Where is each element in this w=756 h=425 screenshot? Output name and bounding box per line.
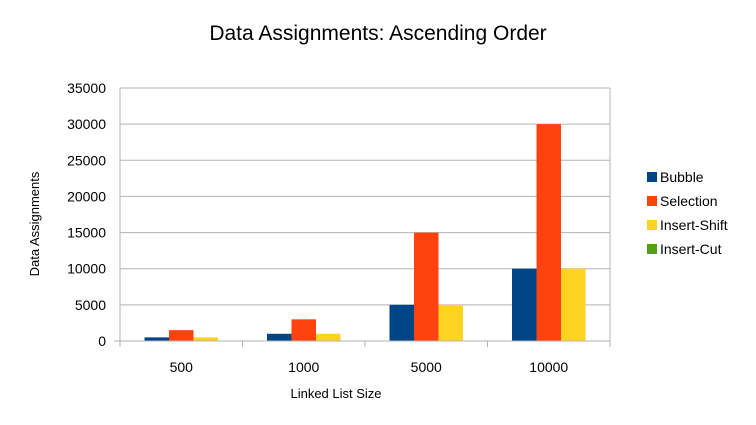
y-tick-label: 0: [98, 333, 106, 349]
legend-swatch-insert-shift: [647, 220, 657, 230]
x-axis-label: Linked List Size: [290, 386, 381, 401]
y-tick-label: 25000: [67, 152, 106, 168]
bar-selection-5000: [414, 232, 439, 341]
y-tick-label: 30000: [67, 116, 106, 132]
y-tick-label: 5000: [75, 297, 106, 313]
gridlines: [120, 87, 610, 306]
y-tick-label: 10000: [67, 261, 106, 277]
legend: Bubble Selection Insert-Shift Insert-Cut: [647, 169, 728, 257]
legend-label-insert-shift: Insert-Shift: [660, 217, 728, 233]
y-axis-label: Data Assignments: [27, 171, 42, 276]
x-tick-label: 1000: [288, 359, 319, 375]
legend-label-selection: Selection: [660, 193, 718, 209]
legend-label-insert-cut: Insert-Cut: [660, 241, 722, 257]
x-tick-label: 10000: [529, 359, 568, 375]
axes: 0 5000 10000 15000 20000 25000 30000 35000 500 10…: [67, 80, 611, 375]
bar-bubble-500: [144, 337, 169, 341]
legend-swatch-selection: [647, 196, 657, 206]
bar-insert-shift-1000: [316, 333, 341, 341]
bar-selection-1000: [291, 319, 316, 341]
bar-insert-shift-10000: [561, 268, 586, 341]
legend-swatch-bubble: [647, 172, 657, 182]
legend-swatch-insert-cut: [647, 244, 657, 254]
y-tick-label: 35000: [67, 80, 106, 96]
y-tick-label: 20000: [67, 188, 106, 204]
bars: [144, 124, 586, 342]
bar-bubble-1000: [267, 333, 292, 341]
legend-label-bubble: Bubble: [660, 169, 704, 185]
bar-insert-shift-5000: [438, 304, 463, 341]
bar-selection-10000: [536, 124, 561, 342]
bar-selection-500: [169, 330, 194, 341]
bar-insert-shift-500: [193, 337, 218, 341]
x-tick-label: 5000: [411, 359, 442, 375]
bar-bubble-5000: [389, 304, 414, 341]
x-tick-label: 500: [170, 359, 194, 375]
y-tick-label: 15000: [67, 225, 106, 241]
chart-title: Data Assignments: Ascending Order: [209, 22, 546, 45]
bar-bubble-10000: [512, 268, 537, 341]
